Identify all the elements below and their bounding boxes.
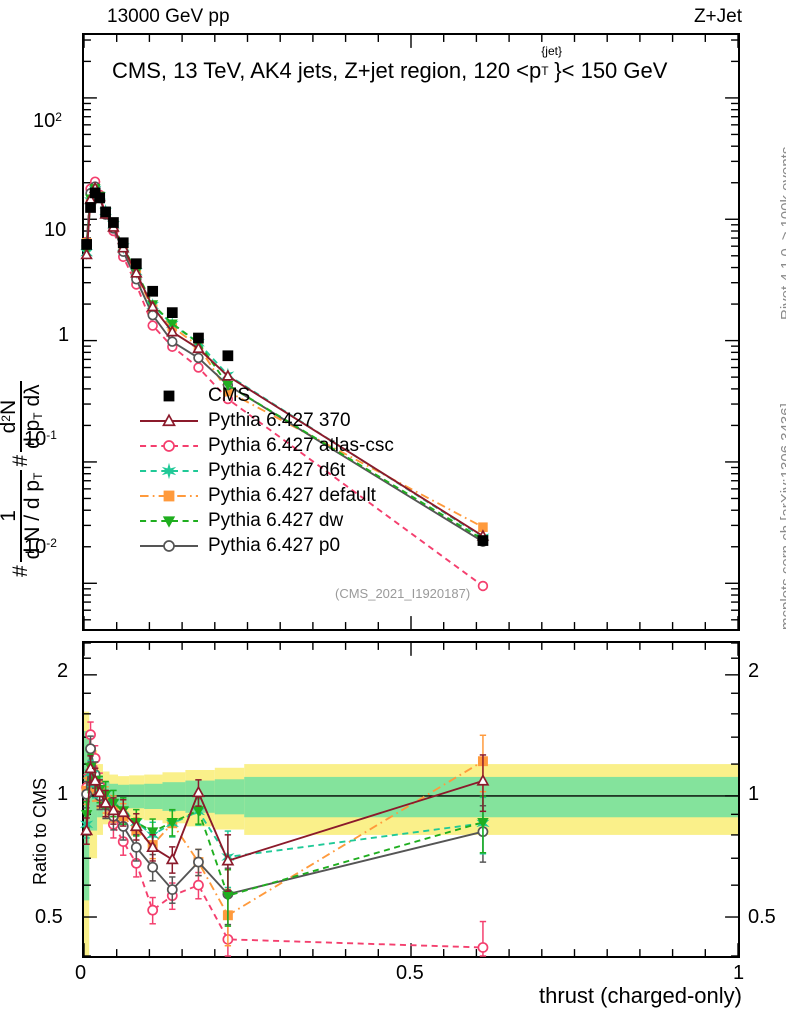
ylabel-hash-1: #: [9, 565, 33, 577]
ratio-ytick-05-left: 0.5: [35, 906, 63, 928]
legend-label: Pythia 6.427 370: [208, 409, 351, 431]
header-right-label: Z+Jet: [693, 6, 742, 27]
main-ytick-1e2: 102: [33, 110, 62, 132]
mcplots-credit-note-text: mcplots.cern.ch [arXiv:1306.3436]: [778, 403, 786, 630]
ylabel-f2-num-sup: 2: [0, 415, 13, 422]
rivet-version-note-text: Rivet 4.1.0, ≥ 100k events: [778, 146, 786, 320]
plot-title-prefix: CMS, 13 TeV, AK4 jets, Z+jet region, 120…: [112, 58, 542, 83]
ylabel-f2-den-dl: dλ: [21, 384, 45, 413]
ratio-plot-panel: [79, 641, 740, 958]
ratio-ytick-1-left: 1: [57, 783, 69, 805]
legend-label: Pythia 6.427 atlas-csc: [208, 434, 394, 456]
legend-item-pythia-6-427-d6t[interactable]: Pythia 6.427 d6t: [140, 458, 394, 483]
plot-title-sup: {jet}: [541, 44, 562, 58]
ylabel-f2-den-sub: T: [31, 412, 46, 420]
plot-title-sub: T: [541, 64, 549, 78]
ratio-ytick-1-right: 1: [748, 783, 760, 805]
ylabel-f2-num-d: d: [0, 422, 20, 434]
legend-marker-triangle-up-icon: [140, 410, 198, 432]
legend-marker-star-icon: [140, 460, 198, 482]
legend-item-pythia-6-427-370[interactable]: Pythia 6.427 370: [140, 408, 394, 433]
legend-label: Pythia 6.427 dw: [208, 509, 344, 531]
legend-marker-square-icon: [140, 385, 198, 407]
mcplots-credit-note: mcplots.cern.ch [arXiv:1306.3436]: [758, 340, 786, 635]
xtick-05: 0.5: [396, 962, 424, 984]
legend-marker-circle-icon: [140, 435, 198, 457]
main-plot-panel: [80, 33, 740, 631]
rivet-version-note: Rivet 4.1.0, ≥ 100k events: [758, 35, 786, 325]
ratio-plot-canvas: [79, 642, 739, 957]
main-ytick-1em2: 10-2: [24, 536, 57, 558]
main-ytick-1em1: 10-1: [24, 428, 57, 450]
legend-item-pythia-6-427-atlas-csc[interactable]: Pythia 6.427 atlas-csc: [140, 433, 394, 458]
ylabel-f2-num-n: N: [0, 400, 20, 415]
legend-label: CMS: [208, 384, 251, 406]
main-ytick-1: 1: [58, 324, 70, 346]
ylabel-f1-numerator: 1: [0, 507, 20, 525]
main-plot-canvas: [80, 35, 739, 629]
ratio-ytick-2-left: 2: [57, 660, 69, 682]
xtick-1: 1: [733, 962, 745, 984]
legend-item-cms[interactable]: CMS: [140, 383, 394, 408]
main-y-axis-label: # 1 d N / d pT # d2N d pT dλ: [0, 85, 112, 585]
main-ytick-10: 10: [44, 219, 67, 241]
xtick-0: 0: [75, 962, 87, 984]
plot-title: CMS, 13 TeV, AK4 jets, Z+jet region, 120…: [112, 44, 668, 84]
legend-marker-triangle-down-icon: [140, 510, 198, 532]
ylabel-f2-numerator: d2N: [0, 397, 20, 437]
ratio-y-axis-label-text: Ratio to CMS: [30, 777, 50, 885]
legend: CMS Pythia 6.427 370 Pythia 6.427 atlas-cs…: [140, 383, 394, 558]
ratio-y-axis-label: Ratio to CMS: [10, 735, 50, 895]
ylabel-hash-2: #: [9, 454, 33, 467]
plot-title-suffix: }< 150 GeV: [554, 58, 668, 83]
legend-label: Pythia 6.427 p0: [208, 534, 341, 556]
dataset-watermark: (CMS_2021_I1920187): [335, 586, 471, 601]
legend-marker-circle-icon: [140, 535, 198, 557]
ratio-ytick-2-right: 2: [748, 660, 760, 682]
legend-marker-square-icon: [140, 485, 198, 507]
legend-label: Pythia 6.427 default: [208, 484, 376, 506]
legend-label: Pythia 6.427 d6t: [208, 459, 346, 481]
legend-item-pythia-6-427-default[interactable]: Pythia 6.427 default: [140, 483, 394, 508]
header-left-label: 13000 GeV pp: [107, 6, 230, 27]
x-axis-label: thrust (charged-only): [539, 983, 742, 1008]
legend-item-pythia-6-427-dw[interactable]: Pythia 6.427 dw: [140, 508, 394, 533]
ylabel-f1-den-sub: T: [31, 472, 46, 480]
legend-item-pythia-6-427-p0[interactable]: Pythia 6.427 p0: [140, 533, 394, 558]
ratio-ytick-05-right: 0.5: [748, 906, 776, 928]
